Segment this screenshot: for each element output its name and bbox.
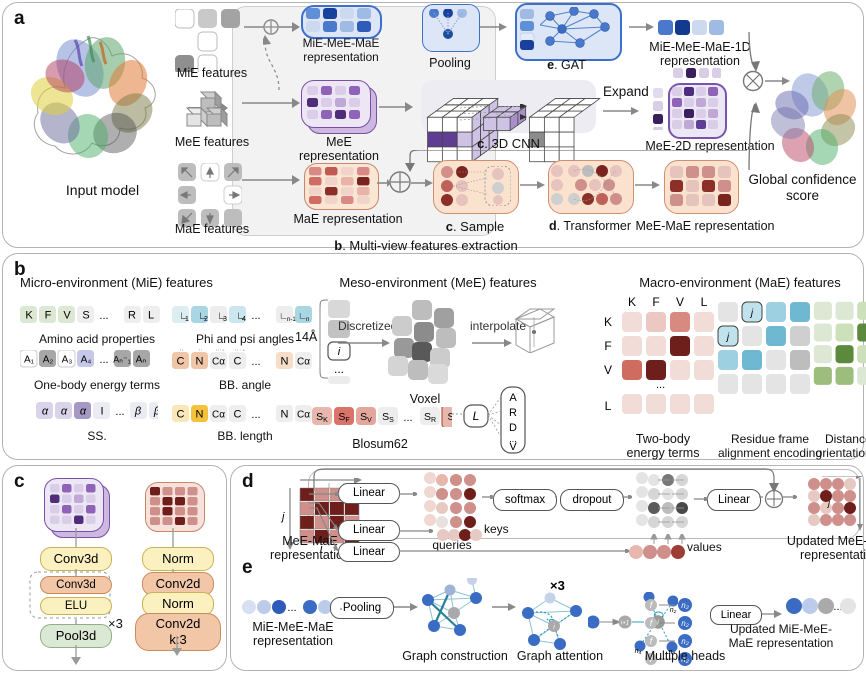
svg-text:S: S (82, 310, 89, 322)
svg-text:n+1: n+1 (235, 349, 246, 353)
svg-text:I: I (100, 406, 103, 418)
svg-text:K: K (604, 315, 612, 329)
svg-text:N: N (196, 409, 204, 421)
svg-text:2: 2 (204, 316, 208, 323)
svg-text:j: j (280, 511, 285, 523)
svg-text:A₂: A₂ (43, 355, 54, 366)
svg-text:n-1: n-1 (287, 317, 296, 323)
svg-text:n₁: n₁ (646, 592, 653, 593)
svg-text:A₄: A₄ (81, 355, 92, 366)
svg-text:Cα: Cα (212, 357, 225, 368)
svg-text:...: ... (99, 354, 108, 366)
svg-text:R: R (509, 407, 517, 419)
svg-text:V: V (676, 296, 684, 309)
svg-text:4: 4 (242, 316, 246, 323)
svg-text:A₃: A₃ (62, 355, 73, 366)
svg-text:K: K (25, 310, 33, 322)
svg-text:...: ... (251, 310, 260, 322)
svg-text:Cα: Cα (297, 357, 310, 368)
svg-text:α: α (42, 406, 49, 418)
svg-text:...: ... (287, 602, 296, 614)
svg-text:N: N (281, 356, 289, 368)
svg-text:β: β (134, 406, 142, 418)
svg-text:Aₙ: Aₙ (136, 355, 147, 366)
svg-text:Aₙ⁻₁: Aₙ⁻₁ (113, 355, 130, 365)
svg-text:C: C (234, 409, 242, 421)
svg-text:L: L (473, 409, 480, 423)
svg-text:n: n (199, 349, 202, 353)
svg-text:α: α (80, 406, 87, 418)
svg-text:...: ... (403, 412, 412, 424)
svg-text:A: A (509, 392, 517, 404)
svg-text:...: ... (656, 379, 665, 391)
svg-text:3: 3 (223, 316, 227, 323)
svg-text:...: ... (115, 406, 124, 418)
svg-text:...: ... (251, 356, 260, 368)
svg-text:N: N (281, 409, 289, 421)
svg-text:F: F (652, 296, 659, 309)
svg-text:A₁: A₁ (24, 355, 35, 366)
svg-text:C: C (177, 409, 185, 421)
svg-text:F: F (604, 339, 611, 353)
svg-text:α: α (61, 406, 68, 418)
svg-text:C: C (234, 356, 242, 368)
svg-text:L: L (701, 296, 708, 309)
svg-text:n-1: n-1 (216, 349, 225, 353)
svg-text:...: ... (99, 310, 108, 322)
svg-text:n₂: n₂ (681, 637, 689, 646)
svg-text:F: F (45, 310, 52, 322)
svg-text:D: D (509, 422, 517, 434)
svg-text:n: n (180, 349, 183, 353)
svg-text:β: β (153, 406, 158, 418)
svg-text:n₂: n₂ (681, 619, 689, 628)
svg-text:Cα: Cα (212, 410, 225, 421)
svg-text:...: ... (334, 362, 344, 376)
svg-text:L: L (605, 399, 612, 413)
svg-text:R: R (128, 310, 136, 322)
svg-text:K: K (628, 296, 636, 309)
svg-text:Cα: Cα (297, 410, 310, 421)
svg-text:n: n (306, 317, 309, 323)
svg-text:N: N (196, 356, 204, 368)
svg-text:n₂: n₂ (681, 601, 689, 610)
svg-text:V: V (509, 441, 517, 453)
svg-text:C: C (177, 356, 185, 368)
svg-text:V: V (63, 310, 71, 322)
svg-text:1: 1 (185, 316, 189, 323)
svg-text:L: L (148, 310, 154, 322)
svg-text:i+1: i+1 (621, 621, 629, 627)
svg-text:V: V (604, 363, 612, 377)
svg-text:...: ... (251, 409, 260, 421)
